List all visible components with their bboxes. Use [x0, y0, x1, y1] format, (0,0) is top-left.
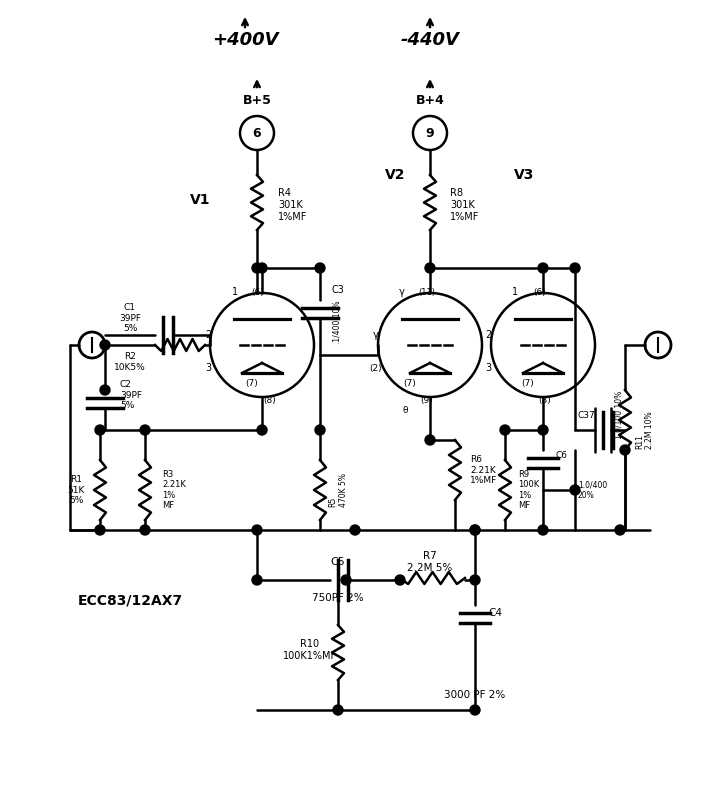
Circle shape: [140, 425, 150, 435]
Text: C5: C5: [331, 557, 345, 567]
Text: R3
2.21K
1%
MF: R3 2.21K 1% MF: [162, 470, 186, 510]
Text: 2: 2: [205, 330, 211, 340]
Text: R2
10K5%: R2 10K5%: [114, 352, 146, 371]
Text: R9
100K
1%
MF: R9 100K 1% MF: [518, 470, 539, 510]
Text: B+4: B+4: [416, 93, 444, 107]
Text: (6): (6): [252, 288, 265, 296]
Circle shape: [100, 340, 110, 350]
Circle shape: [425, 435, 435, 445]
Text: C3: C3: [332, 285, 345, 295]
Circle shape: [538, 525, 548, 535]
Circle shape: [252, 263, 262, 273]
Circle shape: [252, 525, 262, 535]
Circle shape: [470, 525, 480, 535]
Text: R11
2.2M 10%: R11 2.2M 10%: [635, 411, 654, 449]
Text: (7): (7): [403, 379, 417, 387]
Text: 9: 9: [426, 127, 434, 139]
Text: γ: γ: [373, 330, 379, 340]
Circle shape: [615, 525, 625, 535]
Text: (8): (8): [264, 395, 276, 405]
Text: (9): (9): [421, 395, 433, 405]
Circle shape: [470, 705, 480, 715]
Text: R8
301K
1%MF: R8 301K 1%MF: [450, 187, 479, 222]
Text: ECC83/12AX7: ECC83/12AX7: [78, 593, 183, 607]
Text: V1: V1: [190, 193, 210, 207]
Text: V2: V2: [385, 168, 405, 182]
Circle shape: [470, 575, 480, 585]
Circle shape: [95, 525, 105, 535]
Circle shape: [538, 425, 548, 435]
Text: R1
51K
5%: R1 51K 5%: [68, 475, 84, 505]
Text: (7): (7): [522, 379, 534, 387]
Circle shape: [500, 425, 510, 435]
Text: 3: 3: [205, 363, 211, 373]
Text: 1: 1: [232, 287, 238, 297]
Text: V3: V3: [514, 168, 534, 182]
Text: C37: C37: [578, 410, 595, 419]
Circle shape: [333, 705, 343, 715]
Circle shape: [620, 445, 630, 455]
Circle shape: [257, 425, 267, 435]
Circle shape: [140, 525, 150, 535]
Text: 1.0/400
20%: 1.0/400 20%: [578, 481, 607, 500]
Text: C2
39PF
5%: C2 39PF 5%: [120, 380, 142, 410]
Circle shape: [470, 525, 480, 535]
Text: C4: C4: [488, 608, 502, 618]
Text: R7
2.2M 5%: R7 2.2M 5%: [407, 552, 453, 573]
Circle shape: [315, 263, 325, 273]
Text: 2: 2: [485, 330, 491, 340]
Circle shape: [425, 263, 435, 273]
Text: -440V: -440V: [401, 31, 459, 49]
Text: (6): (6): [534, 288, 547, 296]
Text: 750PF 2%: 750PF 2%: [312, 593, 364, 603]
Circle shape: [350, 525, 360, 535]
Text: .1/400 10%: .1/400 10%: [332, 300, 341, 344]
Circle shape: [257, 263, 267, 273]
Text: 3: 3: [485, 363, 491, 373]
Text: C1
39PF
5%: C1 39PF 5%: [119, 303, 141, 333]
Text: +400V: +400V: [212, 31, 278, 49]
Circle shape: [395, 575, 405, 585]
Circle shape: [95, 425, 105, 435]
Text: R6
2.21K
1%MF: R6 2.21K 1%MF: [470, 455, 497, 485]
Text: 6: 6: [253, 127, 261, 139]
Text: R5
470K 5%: R5 470K 5%: [328, 473, 348, 507]
Circle shape: [570, 485, 580, 495]
Text: C6: C6: [555, 450, 567, 460]
Text: 3000 PF 2%: 3000 PF 2%: [444, 690, 505, 700]
Text: (2): (2): [370, 363, 382, 372]
Text: γ: γ: [399, 287, 405, 297]
Circle shape: [100, 385, 110, 395]
Circle shape: [315, 425, 325, 435]
Text: (7): (7): [246, 379, 258, 387]
Circle shape: [341, 575, 351, 585]
Text: (8): (8): [539, 395, 551, 405]
Circle shape: [252, 575, 262, 585]
Text: 1: 1: [512, 287, 518, 297]
Text: (11): (11): [419, 288, 435, 296]
Circle shape: [538, 263, 548, 273]
Text: B+5: B+5: [243, 93, 271, 107]
Text: 1.0/100 10%: 1.0/100 10%: [615, 391, 624, 439]
Text: R4
301K
1%MF: R4 301K 1%MF: [278, 187, 308, 222]
Circle shape: [570, 263, 580, 273]
Text: θ: θ: [402, 406, 408, 414]
Text: R10
100K1%MF: R10 100K1%MF: [283, 639, 337, 661]
